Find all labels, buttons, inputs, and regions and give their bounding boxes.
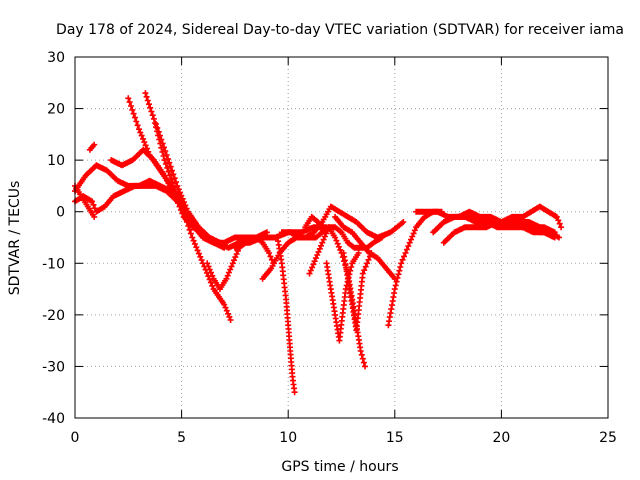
series-markers bbox=[440, 219, 562, 246]
series-sat-x bbox=[509, 219, 558, 241]
axis-ticks: 0 5 10 15 20 25 -40 -30 -20 -10 0 10 20 30 bbox=[42, 50, 617, 446]
y-tick-label: 20 bbox=[47, 102, 65, 118]
series-markers bbox=[153, 121, 223, 246]
series-markers bbox=[340, 250, 375, 334]
series-sat-v bbox=[440, 219, 562, 246]
series-markers bbox=[332, 213, 398, 282]
chart-title: Day 178 of 2024, Sidereal Day-to-day VTE… bbox=[56, 22, 624, 38]
x-tick-label: 10 bbox=[279, 430, 297, 446]
series-sat-b bbox=[86, 141, 98, 153]
series-sat-w bbox=[455, 203, 565, 231]
series-markers bbox=[108, 146, 206, 236]
y-axis-label: SDTVAR / TECUs bbox=[7, 181, 23, 296]
series-sat-r bbox=[332, 213, 398, 282]
x-axis-label: GPS time / hours bbox=[281, 459, 398, 475]
x-tick-label: 0 bbox=[71, 430, 80, 446]
y-tick-label: 30 bbox=[47, 50, 65, 66]
series-markers bbox=[509, 219, 558, 241]
x-tick-label: 15 bbox=[386, 430, 404, 446]
series-markers bbox=[302, 213, 328, 236]
series-markers bbox=[455, 203, 565, 231]
x-tick-label: 5 bbox=[177, 430, 186, 446]
y-tick-label: -20 bbox=[42, 308, 65, 324]
y-tick-label: -10 bbox=[42, 256, 65, 272]
y-tick-label: 10 bbox=[47, 153, 65, 169]
y-tick-label: -40 bbox=[42, 411, 65, 427]
series-markers bbox=[231, 234, 277, 267]
series-sat-n bbox=[302, 213, 328, 236]
series-sat-g bbox=[108, 146, 206, 236]
series-sat-q bbox=[340, 250, 375, 334]
data-points bbox=[72, 90, 565, 396]
series-markers bbox=[274, 234, 298, 396]
x-tick-label: 25 bbox=[599, 430, 617, 446]
series-sat-j bbox=[231, 234, 277, 267]
series-sat-l bbox=[274, 234, 298, 396]
grid-lines bbox=[75, 57, 608, 418]
x-tick-label: 20 bbox=[492, 430, 510, 446]
series-markers bbox=[86, 141, 98, 153]
plot-frame bbox=[74, 56, 609, 419]
series-sat-h bbox=[153, 121, 223, 246]
y-tick-label: -30 bbox=[42, 359, 65, 375]
y-tick-label: 0 bbox=[56, 205, 65, 221]
